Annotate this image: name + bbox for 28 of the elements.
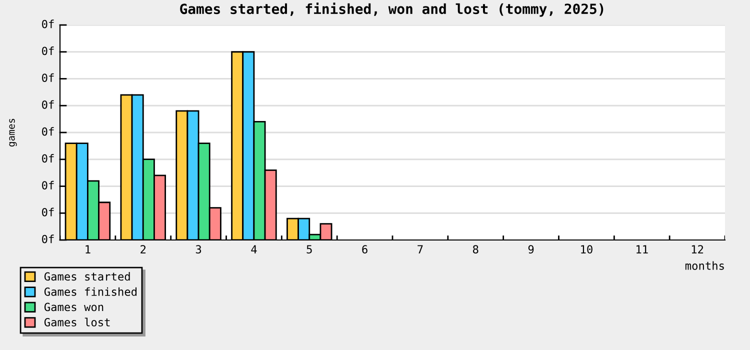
text: 0f: [42, 208, 54, 216]
text: 0f: [42, 100, 54, 109]
legend-label: Games finished: [44, 287, 137, 296]
x-tick-label: 7: [418, 245, 423, 254]
x-tick-label: 10: [581, 245, 592, 254]
x-axis-title: months: [685, 261, 724, 270]
x-tick-label: 9: [528, 245, 534, 254]
legend-label: Games started: [44, 272, 130, 281]
x-tick-label: 11: [636, 245, 648, 254]
chart-title: Games started, finished, won and lost (tommy, 2025): [180, 2, 604, 17]
x-tick-label: 4: [251, 245, 257, 254]
x-tick-label: 8: [472, 245, 478, 254]
x-tick-label: 12: [692, 245, 704, 254]
legend-label: Games won: [44, 302, 104, 312]
x-tick-label: 6: [362, 245, 368, 254]
text: 0f: [42, 20, 54, 28]
text: 0f: [42, 73, 54, 82]
x-tick-label: 1: [86, 245, 90, 254]
text: 0f: [42, 180, 54, 190]
text: 0f: [42, 127, 54, 136]
text: 0f: [42, 154, 54, 163]
x-tick-label: 2: [140, 245, 146, 254]
y-axis-title: games: [9, 118, 17, 147]
legend-label: Games lost: [44, 318, 110, 326]
text: 0f: [42, 234, 54, 244]
x-tick-label: 3: [196, 245, 202, 254]
text: 0f: [42, 46, 54, 56]
x-tick-label: 5: [306, 245, 312, 254]
